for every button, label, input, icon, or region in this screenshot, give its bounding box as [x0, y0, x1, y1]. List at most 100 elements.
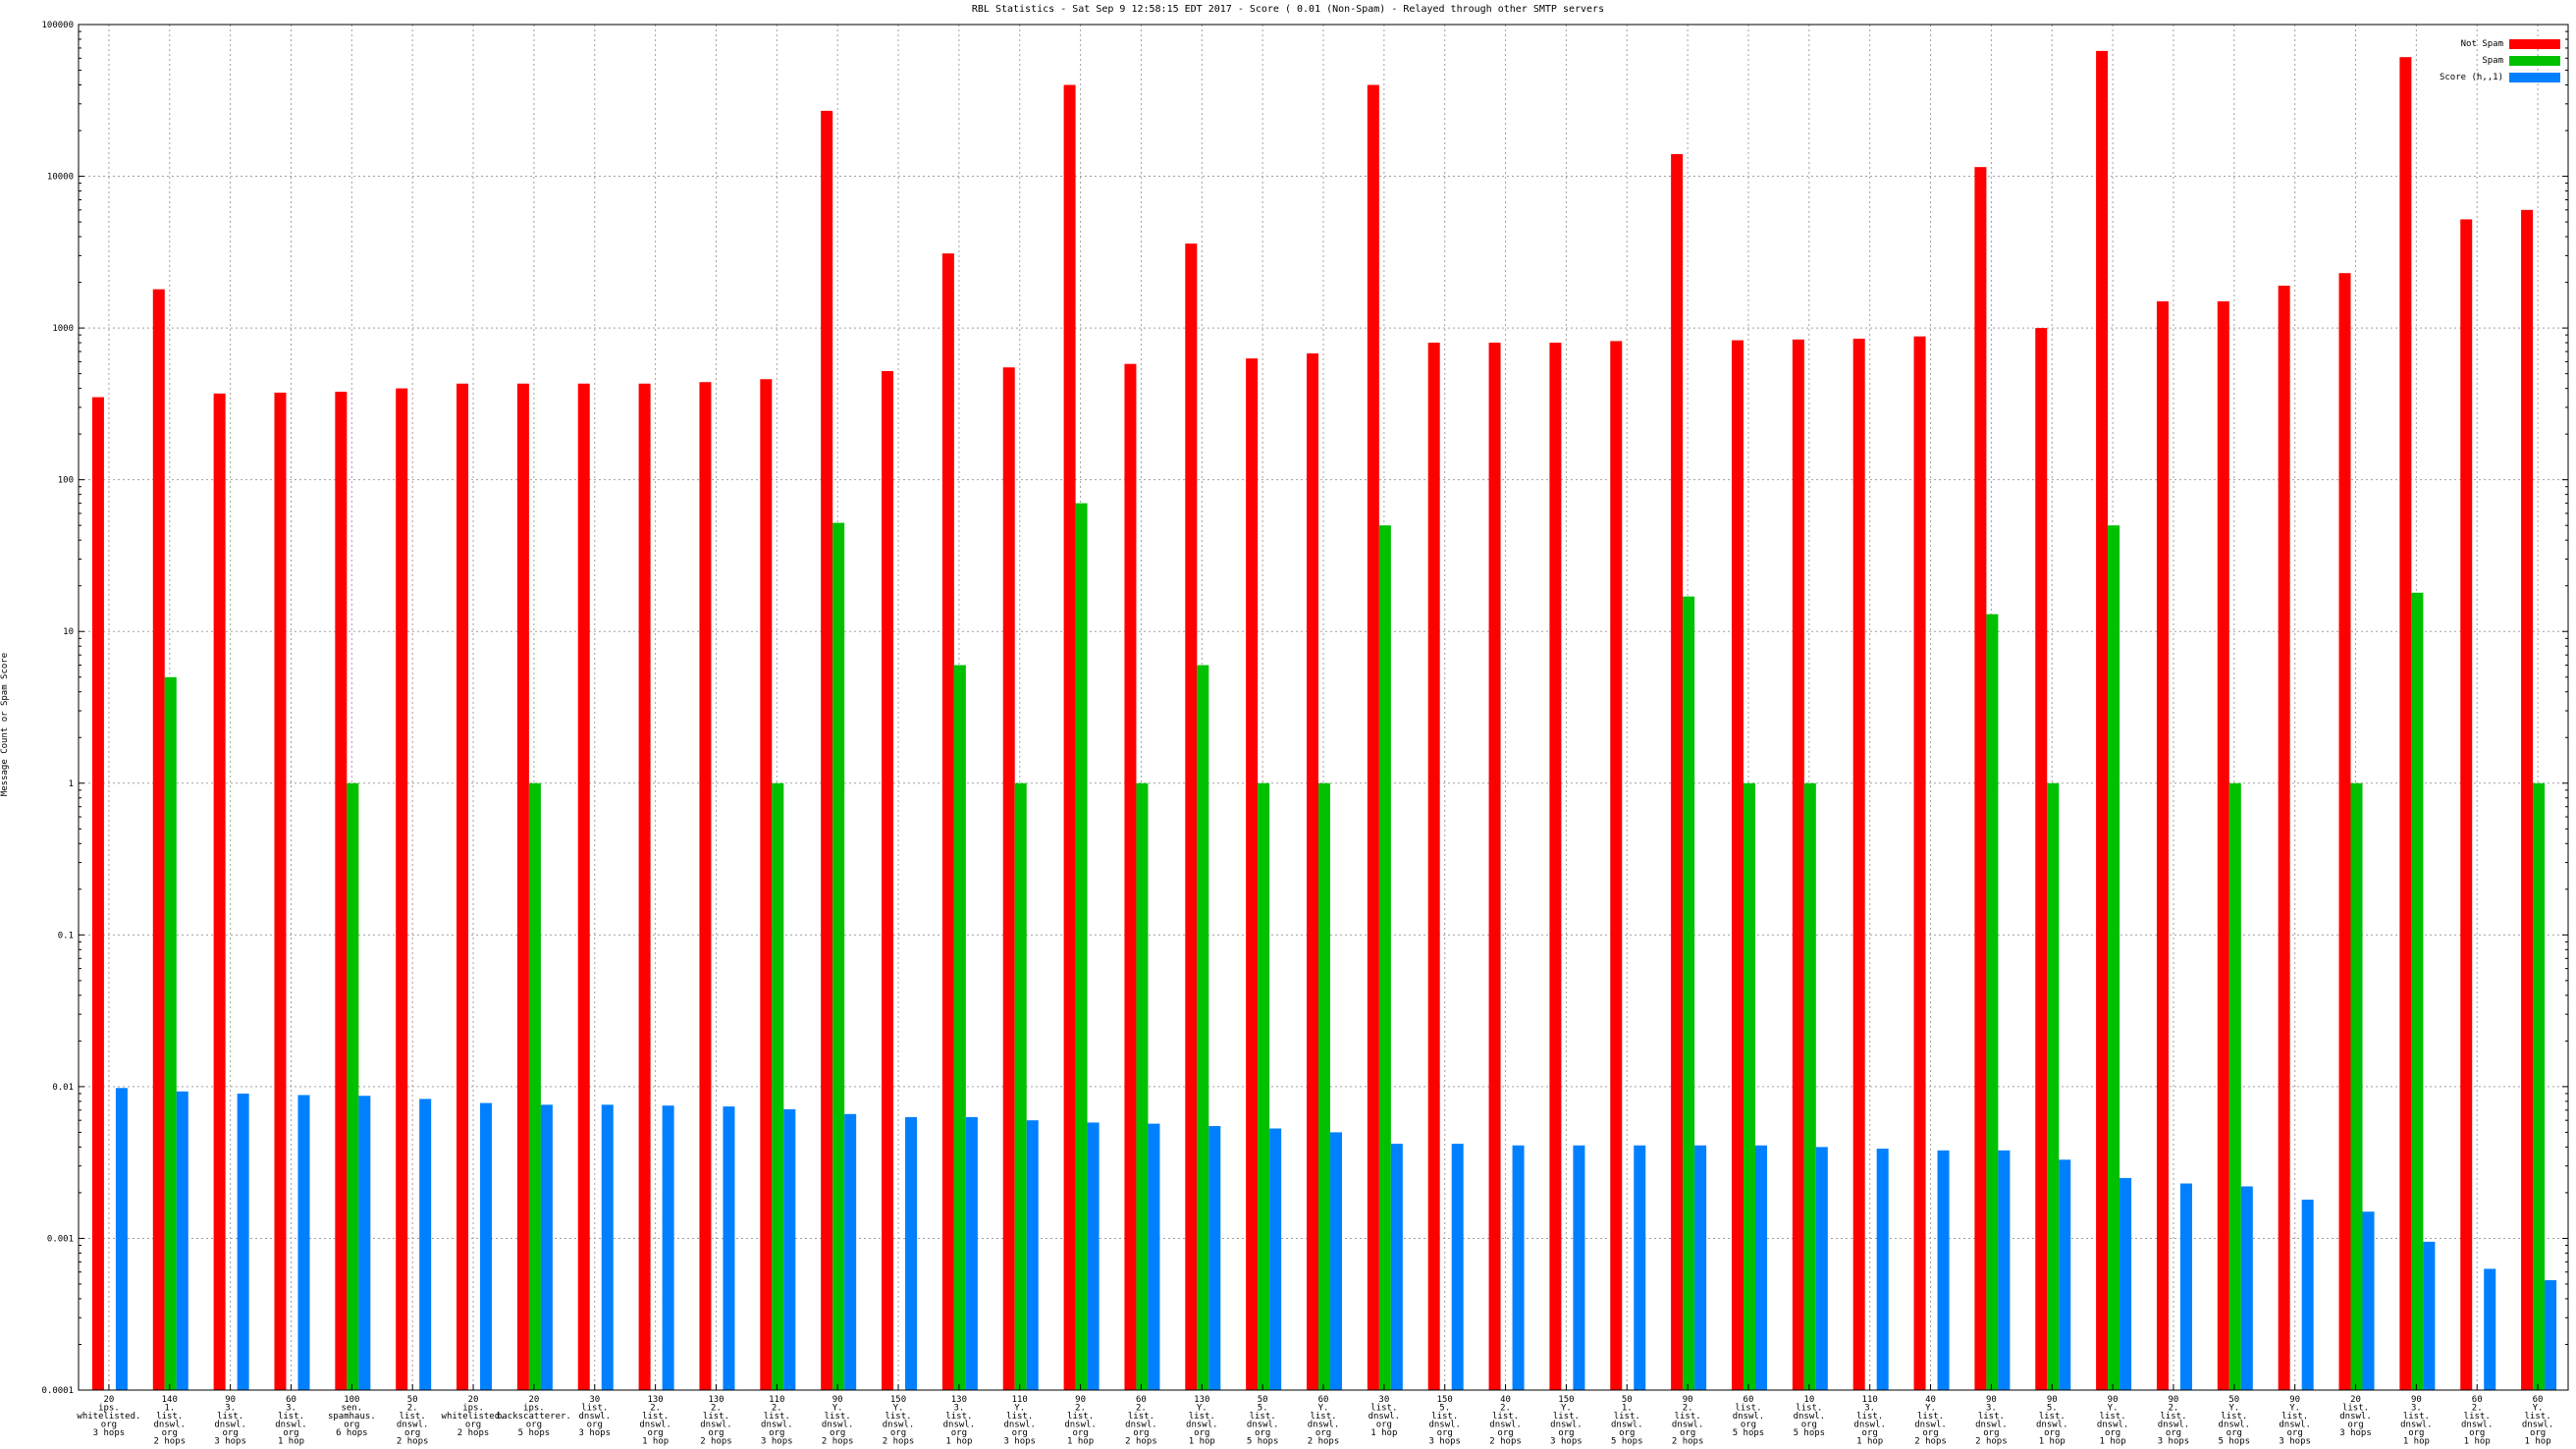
x-tick-label: dnswl. [578, 1412, 611, 1422]
x-tick-label: dnswl. [1064, 1421, 1097, 1430]
x-tick-label: list. [1675, 1412, 1701, 1422]
x-tick-label: list. [1856, 1412, 1883, 1422]
x-tick-label: 30 [589, 1395, 600, 1405]
bar-spam [832, 522, 845, 1390]
x-tick-label: org [2530, 1428, 2546, 1438]
x-tick-label: 2. [1683, 1404, 1693, 1414]
bar-spam [2350, 782, 2363, 1390]
x-tick-label: dnswl. [2522, 1421, 2554, 1430]
x-tick-label: 5. [2047, 1404, 2058, 1414]
x-tick-label: 130 [708, 1395, 724, 1405]
bar-not-spam [1124, 363, 1137, 1391]
bar-not-spam [2338, 273, 2351, 1390]
x-tick-label: 3 hops [1003, 1437, 1036, 1447]
x-tick-label: 2. [1500, 1404, 1511, 1414]
x-tick-label: dnswl. [1853, 1421, 1886, 1430]
x-tick-label: 30 [1378, 1395, 1389, 1405]
x-tick-label: Y. [2533, 1404, 2544, 1414]
x-tick-label: org [708, 1428, 724, 1438]
x-tick-label: 140 [162, 1395, 178, 1405]
y-tick-label: 1 [69, 779, 74, 789]
x-tick-label: 3 hops [2339, 1428, 2372, 1438]
x-tick-label: list. [825, 1412, 851, 1422]
y-tick-label: 0.0001 [41, 1386, 74, 1396]
x-tick-label: 2. [2169, 1404, 2179, 1414]
bar-score-h-1 [1573, 1145, 1585, 1390]
bar-score-h-1 [844, 1113, 857, 1390]
y-tick-label: 1000 [52, 324, 74, 334]
x-tick-label: Y. [2289, 1404, 2300, 1414]
x-tick-label: 2 hops [397, 1437, 429, 1447]
bar-not-spam [2096, 50, 2109, 1390]
x-tick-label: list. [642, 1412, 669, 1422]
x-tick-label: org [1558, 1428, 1574, 1438]
x-tick-label: 2. [772, 1404, 782, 1414]
x-tick-label: dnswl. [2158, 1421, 2190, 1430]
x-tick-label: 3. [2411, 1404, 2422, 1414]
bar-spam [953, 665, 966, 1390]
bar-score-h-1 [1390, 1144, 1403, 1390]
x-tick-label: 2 hops [1672, 1437, 1704, 1447]
x-tick-label: list. [217, 1412, 243, 1422]
x-tick-label: list. [1492, 1412, 1519, 1422]
x-tick-label: list. [2281, 1412, 2308, 1422]
y-axis: 100000 10000 1000 100 10 1 0.1 0.01 0.001 0.0001 [41, 21, 2568, 1396]
bar-not-spam [456, 383, 469, 1390]
x-tick-label: list. [1128, 1412, 1154, 1422]
x-tick-label: list. [1978, 1412, 2005, 1422]
bar-spam [1378, 525, 1391, 1390]
bar-spam [347, 782, 359, 1390]
x-tick-label: list. [945, 1412, 972, 1422]
x-tick-label: dnswl. [1247, 1421, 1279, 1430]
bar-score-h-1 [2484, 1268, 2496, 1390]
x-tick-label: org [1619, 1428, 1635, 1438]
x-tick-label: list. [885, 1412, 911, 1422]
bar-spam [164, 676, 177, 1390]
x-tick-label: Y. [1318, 1404, 1329, 1414]
x-tick-label: list. [1006, 1412, 1033, 1422]
x-tick-label: 3 hops [1428, 1437, 1461, 1447]
bar-not-spam [1549, 343, 1562, 1390]
x-tick-label: dnswl. [761, 1421, 793, 1430]
x-tick-label: 2 hops [700, 1437, 732, 1447]
x-tick-label: org [465, 1421, 481, 1430]
bar-score-h-1 [1026, 1120, 1039, 1390]
x-tick-label: 40 [1500, 1395, 1511, 1405]
x-tick-label: dnswl. [214, 1421, 246, 1430]
x-tick-label: org [1194, 1428, 1209, 1438]
bar-score-h-1 [1815, 1147, 1828, 1390]
bar-not-spam [1610, 341, 1623, 1391]
x-tick-label: Y. [2228, 1404, 2239, 1414]
x-tick-label: 90 [1683, 1395, 1693, 1405]
x-tick-label: 3 hops [578, 1428, 611, 1438]
x-tick-label: 130 [647, 1395, 663, 1405]
x-tick-label: 90 [2169, 1395, 2179, 1405]
bar-not-spam [1671, 153, 1684, 1390]
bar-spam [1197, 665, 1209, 1390]
x-tick-label: dnswl. [2279, 1421, 2311, 1430]
x-tick-label: Y. [1925, 1404, 1936, 1414]
x-tick-label: org [830, 1428, 845, 1438]
y-tick-label: 100 [58, 476, 74, 486]
x-tick-label: list. [2221, 1412, 2247, 1422]
x-tick-label: 3. [1864, 1404, 1875, 1414]
x-tick-label: list. [2039, 1412, 2066, 1422]
x-tick-label: 40 [1925, 1395, 1936, 1405]
legend-label: Score (h,,1) [2440, 73, 2503, 82]
x-tick-label: 1. [1622, 1404, 1633, 1414]
x-tick-label: dnswl. [1368, 1412, 1401, 1422]
x-tick-label: 150 [1558, 1395, 1574, 1405]
y-tick-label: 100000 [41, 21, 74, 30]
x-tick-label: dnswl. [2219, 1421, 2251, 1430]
bar-not-spam [2278, 286, 2290, 1390]
x-tick-label: 3 hops [214, 1437, 246, 1447]
x-tick-label: 90 [2047, 1395, 2058, 1405]
x-tick-label: 3. [225, 1404, 236, 1414]
x-tick-label: 5 hops [1247, 1437, 1279, 1447]
x-tick-label: 110 [769, 1395, 784, 1405]
x-tick-label: 90 [832, 1395, 843, 1405]
chart-title: RBL Statistics - Sat Sep 9 12:58:15 EDT … [972, 4, 1604, 15]
x-tick-label: org [344, 1421, 359, 1430]
x-tick-label: 90 [2108, 1395, 2119, 1405]
x-tick-label: list. [764, 1412, 790, 1422]
